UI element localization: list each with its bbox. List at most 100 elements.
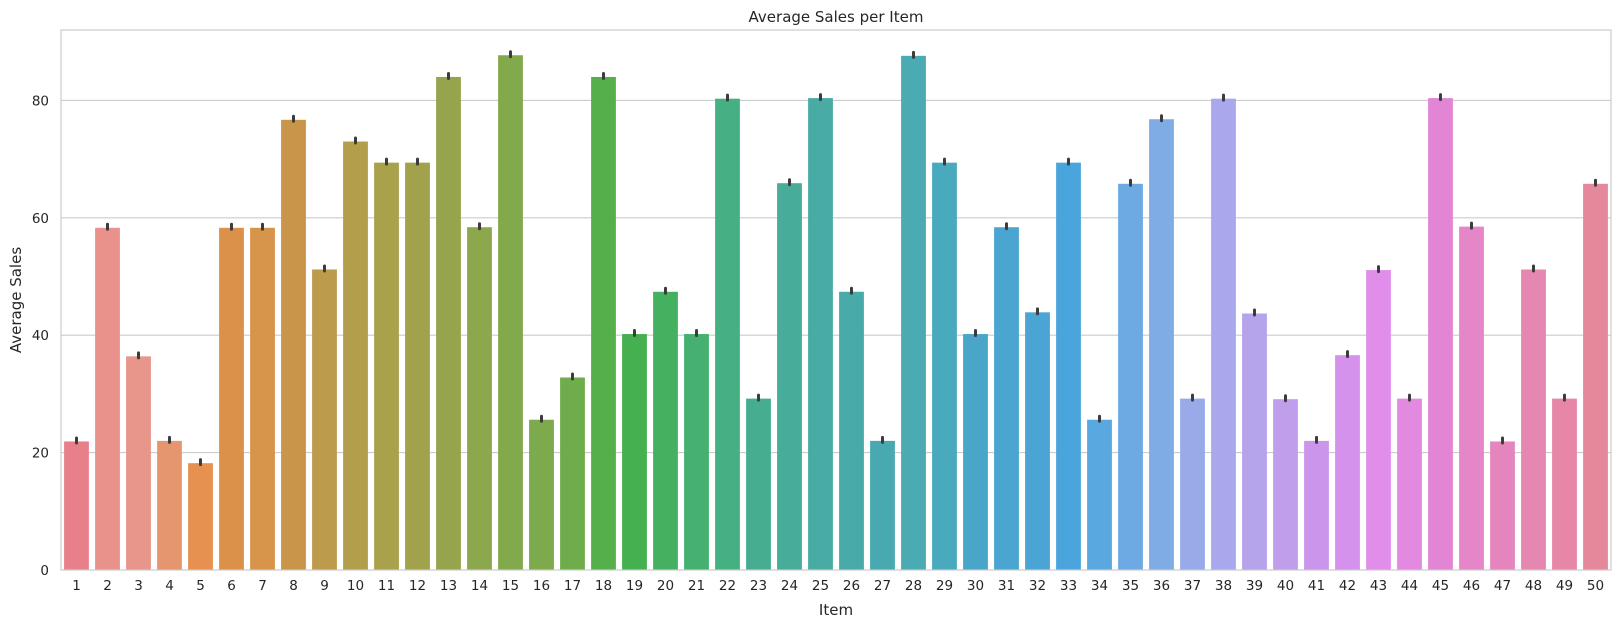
x-tick-label: 25 — [812, 578, 829, 594]
x-tick-label: 39 — [1246, 578, 1263, 594]
bar-item-29 — [932, 162, 957, 571]
bar-item-34 — [1087, 419, 1112, 570]
x-tick-label: 46 — [1463, 578, 1480, 594]
bar-item-40 — [1273, 399, 1298, 570]
bar-item-35 — [1118, 183, 1143, 571]
bar-item-49 — [1552, 398, 1577, 570]
bar-item-28 — [901, 55, 926, 570]
bar-item-12 — [405, 162, 430, 571]
x-tick-label: 28 — [905, 578, 922, 594]
bar-item-46 — [1459, 226, 1484, 570]
x-tick-label: 27 — [874, 578, 891, 594]
x-tick-label: 33 — [1060, 578, 1077, 594]
x-tick-label: 14 — [471, 578, 488, 594]
bar-item-10 — [343, 141, 368, 571]
x-tick-label: 19 — [626, 578, 643, 594]
x-tick-label: 31 — [998, 578, 1015, 594]
bar-item-50 — [1583, 183, 1608, 571]
x-tick-label: 50 — [1587, 578, 1604, 594]
error-bars — [75, 50, 1597, 467]
x-tick-label: 34 — [1091, 578, 1108, 594]
bar-item-36 — [1149, 119, 1174, 570]
bar-item-41 — [1304, 440, 1329, 570]
x-tick-label: 43 — [1370, 578, 1387, 594]
bar-item-11 — [374, 162, 399, 571]
x-tick-label: 37 — [1184, 578, 1201, 594]
x-tick-label: 40 — [1277, 578, 1294, 594]
bar-item-13 — [436, 76, 461, 571]
x-tick-label: 5 — [196, 578, 205, 594]
x-axis-label: Item — [819, 601, 853, 619]
x-tick-label: 26 — [843, 578, 860, 594]
x-tick-label: 47 — [1494, 578, 1511, 594]
x-tick-label: 3 — [134, 578, 143, 594]
y-tick-label: 20 — [32, 446, 49, 462]
bar-item-17 — [560, 377, 585, 570]
x-tick-label: 11 — [378, 578, 395, 594]
y-tick-label: 0 — [40, 563, 49, 579]
bar-item-39 — [1242, 313, 1267, 570]
chart-title: Average Sales per Item — [749, 8, 924, 26]
bar-item-43 — [1366, 270, 1391, 570]
bar-item-48 — [1521, 269, 1546, 570]
x-tick-label: 38 — [1215, 578, 1232, 594]
y-axis-label: Average Sales — [7, 247, 25, 353]
x-tick-label: 42 — [1339, 578, 1356, 594]
bar-item-42 — [1335, 355, 1360, 570]
y-tick-label: 40 — [32, 328, 49, 344]
bar-item-8 — [281, 119, 306, 570]
bar-item-1 — [64, 441, 89, 570]
x-tick-label: 16 — [533, 578, 550, 594]
x-tick-label: 6 — [227, 578, 236, 594]
x-tick-label: 32 — [1029, 578, 1046, 594]
bar-item-37 — [1180, 398, 1205, 570]
bar-item-30 — [963, 334, 988, 570]
bar-item-44 — [1397, 398, 1422, 570]
x-tick-label: 24 — [781, 578, 798, 594]
x-tick-label: 10 — [347, 578, 364, 594]
x-tick-label: 7 — [258, 578, 267, 594]
x-tick-label: 22 — [719, 578, 736, 594]
x-tick-label: 41 — [1308, 578, 1325, 594]
plot-frame — [60, 29, 1612, 571]
bar-item-25 — [808, 98, 833, 570]
bar-item-16 — [529, 419, 554, 570]
x-tick-label: 18 — [595, 578, 612, 594]
x-tick-label: 45 — [1432, 578, 1449, 594]
x-tick-label: 29 — [936, 578, 953, 594]
bar-item-2 — [95, 227, 120, 570]
bar-item-15 — [498, 55, 523, 570]
x-tick-label: 35 — [1122, 578, 1139, 594]
bar-item-32 — [1025, 312, 1050, 570]
bar-item-31 — [994, 227, 1019, 570]
bar-item-21 — [684, 334, 709, 570]
x-tick-label: 9 — [320, 578, 329, 594]
x-tick-label: 15 — [502, 578, 519, 594]
bar-item-18 — [591, 76, 616, 571]
x-tick-label: 17 — [564, 578, 581, 594]
bar-item-38 — [1211, 98, 1236, 570]
x-tick-labels: 1 2 3 4 5 6 7 8 9 10 11 12 13 14 15 16 17 18 19 20 21 22 23 24 2… — [72, 578, 1604, 594]
x-tick-label: 13 — [440, 578, 457, 594]
bar-item-5 — [188, 463, 213, 570]
bar-item-26 — [839, 291, 864, 570]
bar-item-27 — [870, 440, 895, 570]
bar-item-20 — [653, 291, 678, 570]
x-tick-label: 30 — [967, 578, 984, 594]
bar-item-22 — [715, 98, 740, 570]
bars — [64, 55, 1608, 571]
x-tick-label: 49 — [1556, 578, 1573, 594]
x-tick-label: 44 — [1401, 578, 1418, 594]
bar-item-24 — [777, 183, 802, 570]
x-tick-label: 4 — [165, 578, 174, 594]
bar-item-33 — [1056, 162, 1081, 571]
bar-item-47 — [1490, 441, 1515, 570]
bar-item-23 — [746, 398, 771, 570]
x-tick-label: 21 — [688, 578, 705, 594]
x-tick-label: 12 — [409, 578, 426, 594]
y-tick-label: 60 — [32, 211, 49, 227]
bar-item-9 — [312, 269, 337, 570]
bar-item-19 — [622, 334, 647, 570]
x-tick-label: 2 — [103, 578, 112, 594]
